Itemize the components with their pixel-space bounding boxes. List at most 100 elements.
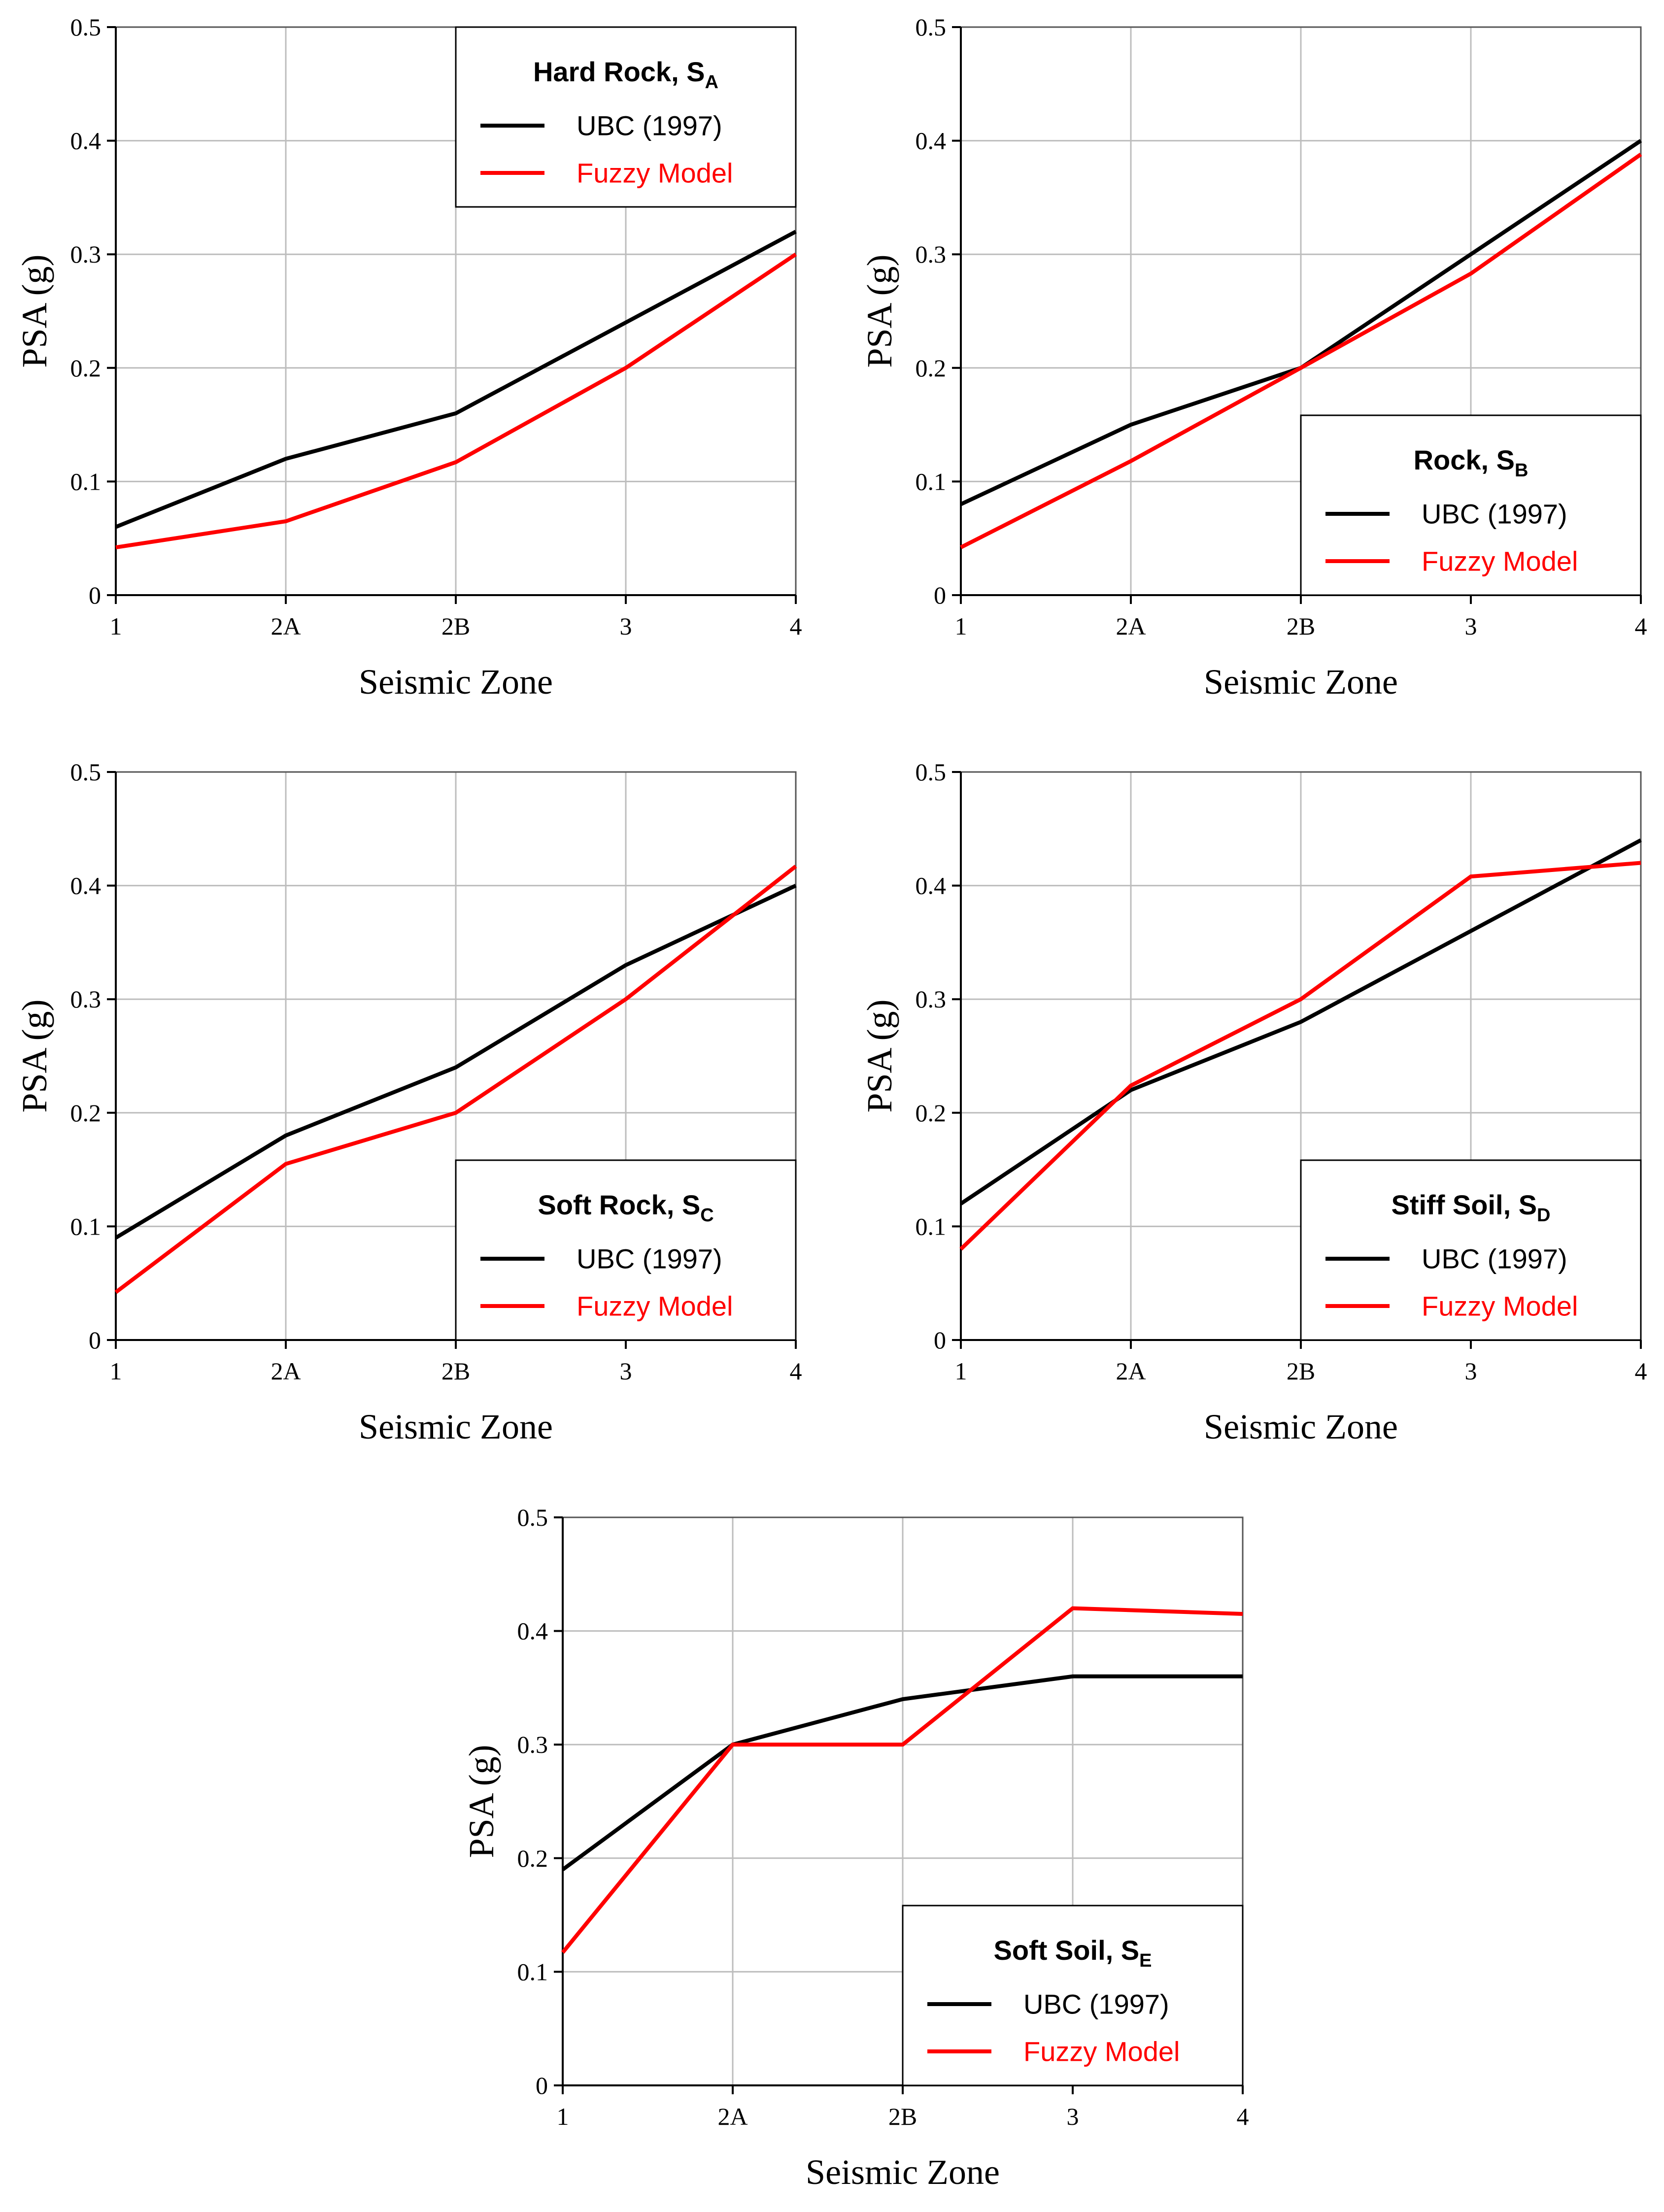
chart-panel-2: 0 0.1 0.2 0.3 0.4 0.5 1 2A 2B 3 4 Seismic Zone PSA (… — [860, 13, 1647, 702]
y-tick-label: 0.3 — [517, 1731, 548, 1758]
legend-title-main: Soft Rock, S — [538, 1189, 700, 1220]
legend-box — [455, 26, 797, 208]
y-tick-label: 0.3 — [916, 985, 947, 1013]
x-tick-label: 2A — [271, 612, 301, 640]
legend-title: Soft Rock, SC — [538, 1189, 713, 1226]
legend-title: Rock, SB — [1414, 444, 1528, 481]
y-tick-label: 0.4 — [916, 127, 947, 155]
x-tick-label: 2B — [1287, 612, 1315, 640]
x-axis-title: Seismic Zone — [1204, 662, 1398, 702]
y-axis-title: PSA (g) — [462, 1744, 501, 1858]
y-tick-label: 0 — [934, 1326, 946, 1354]
y-tick-label: 0.2 — [517, 1844, 548, 1872]
legend: Soft Rock, SC UBC (1997) Fuzzy Model — [455, 1159, 797, 1341]
x-tick-label: 3 — [1465, 612, 1477, 640]
legend-title-main: Rock, S — [1414, 444, 1515, 475]
x-tick-label: 2A — [1116, 1357, 1146, 1385]
x-axis-title: Seismic Zone — [1204, 1407, 1398, 1446]
y-tick-label: 0 — [536, 2072, 548, 2099]
legend-label-fuzzy: Fuzzy Model — [1023, 2036, 1180, 2067]
legend: Soft Soil, SE UBC (1997) Fuzzy Model — [902, 1905, 1244, 2086]
y-tick-label: 0.4 — [70, 127, 102, 155]
x-tick-label: 2B — [1287, 1357, 1315, 1385]
y-tick-label: 0.2 — [70, 354, 102, 382]
series-line-fuzzy — [115, 252, 797, 550]
legend-label-ubc: UBC (1997) — [577, 110, 722, 141]
x-tick-label: 2B — [441, 612, 470, 640]
legend-title-main: Hard Rock, S — [533, 56, 705, 87]
x-tick-label: 3 — [1067, 2103, 1079, 2130]
chart-panel-5: 0 0.1 0.2 0.3 0.4 0.5 1 2A 2B 3 4 Seismic Zone PSA (… — [462, 1504, 1249, 2192]
legend-title: Hard Rock, SA — [533, 56, 718, 93]
y-tick-label: 0.3 — [70, 985, 102, 1013]
legend-title-subscript: D — [1537, 1205, 1550, 1226]
legend-label-fuzzy: Fuzzy Model — [1422, 1291, 1578, 1322]
y-tick-label: 0.5 — [517, 1504, 548, 1531]
y-tick-label: 0.4 — [70, 872, 102, 900]
y-tick-label: 0.5 — [70, 13, 102, 41]
x-tick-label: 2B — [888, 2103, 917, 2130]
series-line-fuzzy — [959, 861, 1641, 1251]
x-axis-title: Seismic Zone — [806, 2152, 1000, 2192]
series-line-ubc — [114, 883, 797, 1240]
x-tick-label: 4 — [1635, 1357, 1647, 1385]
chart-panel-1: 0 0.1 0.2 0.3 0.4 0.5 1 2A 2B 3 4 Seismic Zone PSA (… — [15, 13, 802, 702]
legend-title-subscript: A — [705, 72, 718, 93]
legend-title: Stiff Soil, SD — [1391, 1189, 1550, 1226]
x-tick-label: 3 — [620, 1357, 632, 1385]
y-axis-title: PSA (g) — [860, 254, 899, 368]
chart-panel-3: 0 0.1 0.2 0.3 0.4 0.5 1 2A 2B 3 4 Seismic Zone PSA (… — [15, 758, 802, 1446]
y-tick-label: 0.2 — [916, 354, 947, 382]
legend: Stiff Soil, SD UBC (1997) Fuzzy Model — [1300, 1159, 1642, 1341]
y-tick-label: 0.4 — [916, 872, 947, 900]
y-tick-label: 0.1 — [70, 468, 102, 495]
y-tick-label: 0 — [89, 1326, 101, 1354]
x-tick-label: 3 — [620, 612, 632, 640]
legend-label-ubc: UBC (1997) — [1422, 499, 1567, 530]
chart-panel-4: 0 0.1 0.2 0.3 0.4 0.5 1 2A 2B 3 4 Seismic Zone PSA (… — [860, 758, 1647, 1446]
y-tick-label: 0.5 — [916, 13, 947, 41]
y-axis-title: PSA (g) — [15, 999, 54, 1112]
x-tick-label: 2B — [441, 1357, 470, 1385]
legend: Rock, SB UBC (1997) Fuzzy Model — [1300, 414, 1642, 596]
y-tick-label: 0.1 — [916, 468, 947, 495]
x-tick-label: 1 — [110, 612, 122, 640]
series-line-fuzzy — [960, 153, 1642, 549]
x-tick-label: 1 — [955, 1357, 967, 1385]
legend-title-subscript: B — [1515, 460, 1528, 481]
y-tick-label: 0.1 — [916, 1212, 947, 1240]
y-tick-label: 0.2 — [916, 1099, 947, 1127]
y-tick-label: 0 — [934, 581, 946, 609]
legend-title-main: Stiff Soil, S — [1391, 1189, 1537, 1220]
legend-label-fuzzy: Fuzzy Model — [577, 1291, 733, 1322]
y-tick-label: 0.5 — [70, 758, 102, 786]
x-axis-title: Seismic Zone — [359, 1407, 553, 1446]
x-tick-label: 4 — [790, 612, 802, 640]
series-line-ubc — [959, 838, 1642, 1206]
legend-title: Soft Soil, SE — [994, 1935, 1152, 1971]
y-axis-title: PSA (g) — [15, 254, 54, 368]
legend-box — [902, 1905, 1244, 2086]
y-axis-title: PSA (g) — [860, 999, 899, 1112]
legend-label-fuzzy: Fuzzy Model — [1422, 546, 1578, 577]
legend-title-subscript: E — [1139, 1950, 1152, 1971]
y-tick-label: 0.5 — [916, 758, 947, 786]
y-tick-label: 0.1 — [70, 1212, 102, 1240]
series-line-ubc — [115, 230, 797, 529]
legend: Hard Rock, SA UBC (1997) Fuzzy Model — [455, 26, 797, 208]
y-tick-label: 0.1 — [517, 1958, 548, 1985]
series-line-ubc — [561, 1674, 1243, 1872]
y-tick-label: 0.3 — [916, 240, 947, 268]
x-tick-label: 3 — [1465, 1357, 1477, 1385]
legend-label-ubc: UBC (1997) — [1023, 1989, 1169, 2020]
x-tick-label: 1 — [110, 1357, 122, 1385]
legend-label-ubc: UBC (1997) — [577, 1243, 722, 1274]
legend-box — [455, 1159, 797, 1341]
series-line-fuzzy — [561, 1606, 1243, 1954]
y-tick-label: 0.4 — [517, 1617, 548, 1645]
x-tick-label: 4 — [1237, 2103, 1249, 2130]
legend-box — [1300, 414, 1642, 596]
legend-title-subscript: C — [700, 1205, 713, 1226]
y-tick-label: 0 — [89, 581, 101, 609]
